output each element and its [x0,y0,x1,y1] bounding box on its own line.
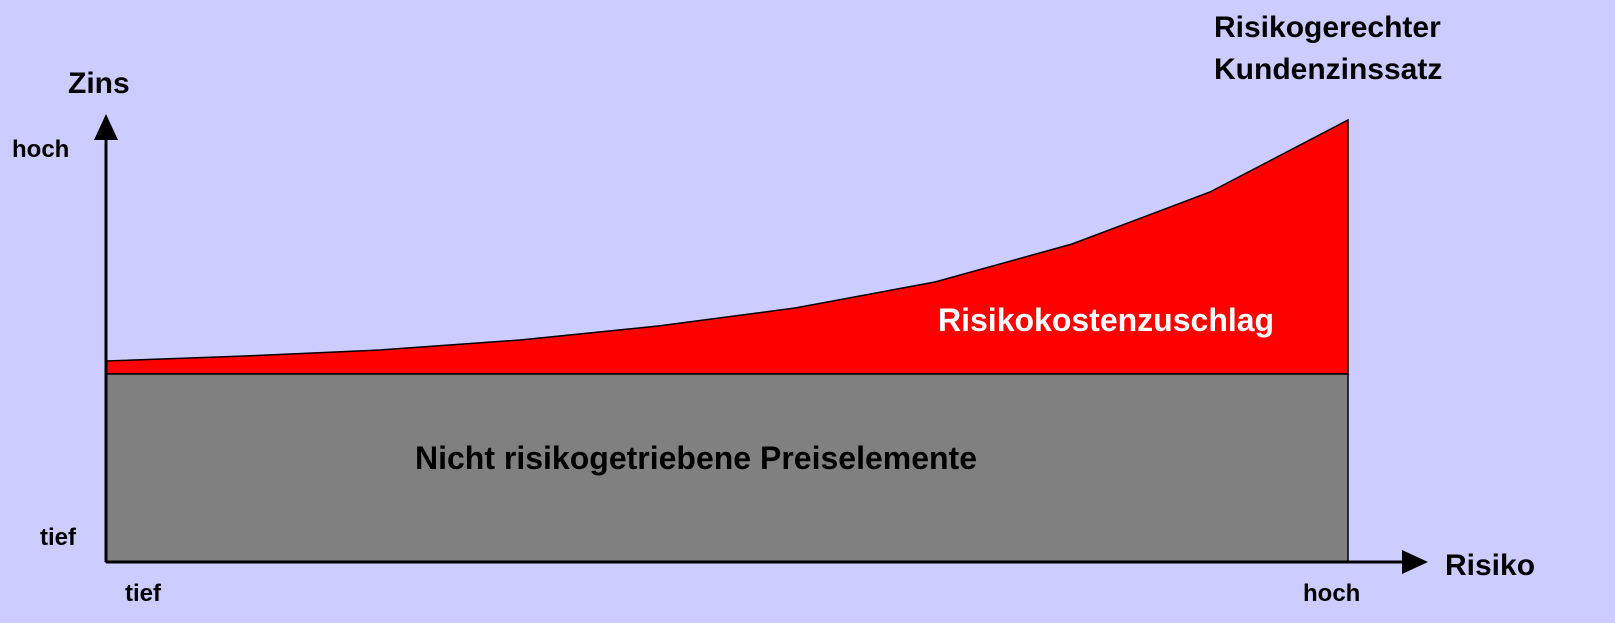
curve-label: Risikogerechter [1214,11,1441,44]
base-label: Nicht risikogetriebene Preiselemente [415,440,977,476]
x-arrow [1402,550,1428,574]
curve-label: Kundenzinssatz [1214,53,1442,86]
x-axis-label: Risiko [1445,549,1535,582]
y-arrow [94,114,118,140]
x-low: tief [125,580,162,607]
base-area [105,373,1349,563]
y-low: tief [40,524,77,551]
y-axis-label: Zins [68,67,130,100]
risk-label: Risikokostenzuschlag [938,302,1274,338]
x-high: hoch [1303,580,1360,607]
y-high: hoch [12,136,69,163]
